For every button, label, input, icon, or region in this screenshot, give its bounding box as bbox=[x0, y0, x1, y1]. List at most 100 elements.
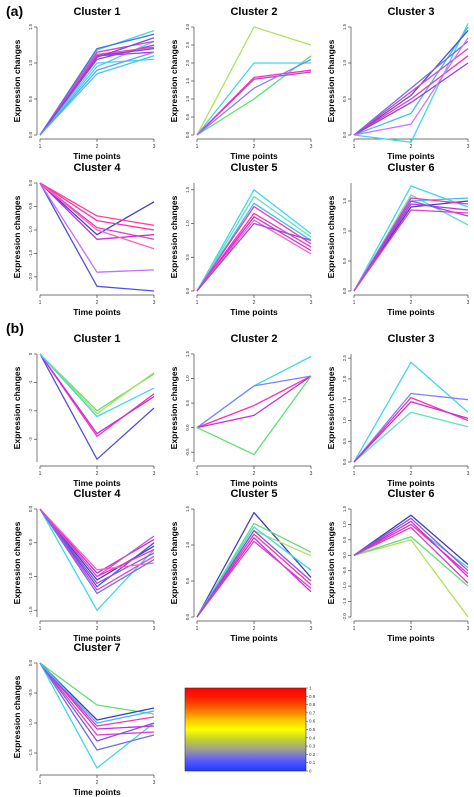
y-tick-label: 0.0 bbox=[185, 287, 190, 294]
series-line bbox=[39, 29, 155, 136]
series-line bbox=[196, 212, 312, 292]
chart-title: Cluster 2 bbox=[230, 333, 277, 345]
series-line bbox=[196, 533, 312, 618]
series-line bbox=[39, 182, 155, 236]
x-tick-label: 2 bbox=[96, 144, 99, 150]
x-tick-label: 1 bbox=[353, 144, 356, 150]
series-line bbox=[196, 526, 312, 618]
series-line bbox=[196, 216, 312, 292]
series-line bbox=[39, 662, 155, 721]
series-line bbox=[353, 520, 469, 578]
series-line bbox=[353, 392, 469, 463]
x-tick-label: 1 bbox=[39, 144, 42, 150]
series-line bbox=[39, 353, 155, 412]
y-tick-label: 0.5 bbox=[28, 95, 33, 102]
y-axis-label: Expression changes bbox=[326, 195, 336, 278]
x-tick-label: 1 bbox=[353, 300, 356, 306]
colorbar-tick-label: 0.3 bbox=[309, 744, 316, 749]
y-tick-label: 1.5 bbox=[185, 186, 190, 193]
x-tick-label: 1 bbox=[39, 300, 42, 306]
colorbar-gradient bbox=[184, 687, 307, 772]
x-axis-label: Time points bbox=[73, 307, 121, 317]
series-line bbox=[39, 508, 155, 584]
y-tick-label: 0.5 bbox=[185, 399, 190, 406]
chart-title: Cluster 5 bbox=[230, 162, 277, 174]
series-line bbox=[39, 182, 155, 292]
x-tick-label: 2 bbox=[96, 471, 99, 477]
series-line bbox=[39, 508, 155, 571]
chart-10: Cluster 4 0.0 -0.5 -1.0 -1.5 1 2 3 Time points Ex… bbox=[12, 488, 156, 643]
y-axis-label: Expression changes bbox=[169, 195, 179, 278]
colorbar-tick-label: 0.4 bbox=[309, 735, 316, 740]
y-tick-label: 0.0 bbox=[342, 287, 347, 294]
x-tick-label: 2 bbox=[410, 471, 413, 477]
colorbar-tick-label: 0.2 bbox=[309, 752, 316, 757]
series-line bbox=[353, 361, 469, 463]
x-tick-label: 3 bbox=[310, 471, 313, 477]
y-axis-label: Expression changes bbox=[169, 39, 179, 122]
series-line bbox=[353, 62, 469, 136]
series-line bbox=[353, 200, 469, 292]
series-line bbox=[196, 55, 312, 136]
y-tick-label: 0.0 bbox=[342, 131, 347, 138]
y-tick-label: 0.5 bbox=[185, 254, 190, 261]
y-tick-label: -1.5 bbox=[28, 749, 33, 757]
y-tick-label: 1.5 bbox=[28, 23, 33, 30]
y-tick-label: 0.0 bbox=[342, 458, 347, 465]
y-axis-label: Expression changes bbox=[12, 39, 22, 122]
chart-title: Cluster 4 bbox=[73, 488, 121, 500]
x-tick-label: 3 bbox=[153, 471, 156, 477]
y-axis-label: Expression changes bbox=[169, 366, 179, 449]
y-tick-label: 1.5 bbox=[185, 77, 190, 84]
chart-title: Cluster 1 bbox=[73, 333, 120, 345]
chart-title: Cluster 3 bbox=[387, 6, 434, 18]
colorbar-tick-label: 1 bbox=[309, 686, 312, 691]
x-tick-label: 2 bbox=[253, 471, 256, 477]
series-line bbox=[196, 511, 312, 618]
series-line bbox=[353, 30, 469, 136]
colorbar-tick-label: 0.6 bbox=[309, 719, 316, 724]
chart-title: Cluster 7 bbox=[73, 642, 120, 654]
y-tick-label: -0.5 bbox=[28, 202, 33, 210]
series-line bbox=[353, 401, 469, 463]
y-tick-label: 0.0 bbox=[28, 659, 33, 666]
y-axis-label: Expression changes bbox=[169, 521, 179, 604]
series-line bbox=[353, 411, 469, 463]
x-tick-label: 3 bbox=[467, 626, 470, 632]
series-line bbox=[353, 539, 469, 618]
series-line bbox=[39, 44, 155, 136]
y-tick-label: 1.0 bbox=[342, 59, 347, 66]
y-tick-label: -2.0 bbox=[342, 613, 347, 621]
chart-5: Cluster 5 0.0 0.5 1.0 1.5 1 2 3 Time points Expre… bbox=[169, 162, 313, 317]
series-line bbox=[39, 353, 155, 415]
series-line bbox=[39, 37, 155, 136]
series-line bbox=[39, 353, 155, 418]
y-tick-label: 1.0 bbox=[28, 59, 33, 66]
chart-title: Cluster 2 bbox=[230, 6, 277, 18]
chart-title: Cluster 4 bbox=[73, 162, 121, 174]
x-tick-label: 3 bbox=[153, 780, 156, 786]
y-tick-label: 1.0 bbox=[342, 521, 347, 528]
x-axis-label: Time points bbox=[73, 151, 121, 161]
series-line bbox=[39, 353, 155, 435]
y-tick-label: -1.0 bbox=[28, 719, 33, 727]
y-tick-label: -1.0 bbox=[28, 226, 33, 234]
series-line bbox=[196, 26, 312, 136]
x-tick-label: 2 bbox=[96, 780, 99, 786]
y-tick-label: -1.0 bbox=[342, 582, 347, 590]
y-tick-label: 1.0 bbox=[185, 95, 190, 102]
y-axis-label: Expression changes bbox=[12, 675, 22, 758]
colorbar-tick-label: 0.9 bbox=[309, 694, 316, 699]
x-tick-label: 1 bbox=[196, 144, 199, 150]
series-line bbox=[196, 375, 312, 429]
x-tick-label: 3 bbox=[153, 300, 156, 306]
x-tick-label: 1 bbox=[39, 471, 42, 477]
y-tick-label: -2.0 bbox=[28, 273, 33, 281]
series-line bbox=[196, 62, 311, 136]
y-tick-label: 1.5 bbox=[342, 197, 347, 204]
y-tick-label: -0.5 bbox=[28, 538, 33, 546]
x-tick-label: 3 bbox=[310, 300, 313, 306]
colorbar-tick-label: 0 bbox=[309, 769, 312, 774]
x-tick-label: 2 bbox=[410, 626, 413, 632]
y-axis-label: Expression changes bbox=[326, 366, 336, 449]
